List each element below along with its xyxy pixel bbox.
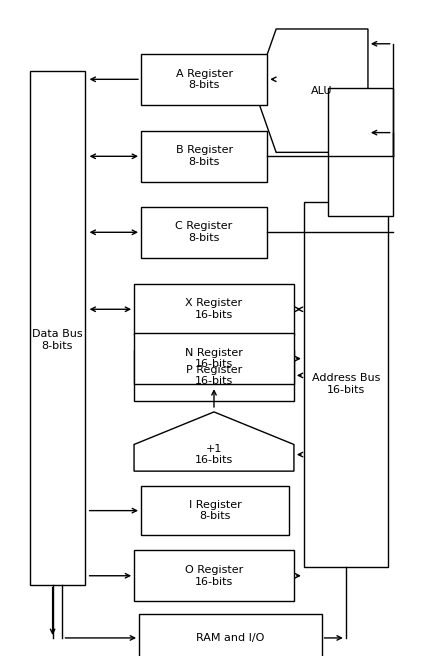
Text: O Register
16-bits: O Register 16-bits — [185, 565, 243, 587]
Text: P Register
16-bits: P Register 16-bits — [186, 364, 242, 386]
Bar — [304, 202, 388, 567]
Text: X Register
16-bits: X Register 16-bits — [185, 298, 242, 320]
Text: RAM and I/O: RAM and I/O — [196, 633, 265, 643]
Bar — [141, 486, 289, 535]
Bar — [134, 284, 294, 335]
Bar — [139, 614, 322, 660]
Text: A Register
8-bits: A Register 8-bits — [176, 69, 233, 90]
Bar — [134, 550, 294, 601]
Text: ALU: ALU — [311, 86, 333, 96]
Text: C Register
8-bits: C Register 8-bits — [176, 222, 233, 243]
Text: Address Bus
16-bits: Address Bus 16-bits — [312, 374, 380, 395]
Polygon shape — [254, 29, 368, 152]
Bar — [134, 350, 294, 401]
Text: Data Bus
8-bits: Data Bus 8-bits — [32, 329, 82, 350]
Text: B Register
8-bits: B Register 8-bits — [176, 145, 233, 167]
Text: N Register
16-bits: N Register 16-bits — [185, 348, 243, 370]
Bar — [30, 71, 85, 585]
Bar — [141, 207, 267, 258]
Text: +1
16-bits: +1 16-bits — [195, 444, 233, 465]
Bar — [328, 88, 393, 216]
Bar — [134, 333, 294, 384]
Polygon shape — [134, 412, 294, 471]
Text: I Register
8-bits: I Register 8-bits — [189, 500, 242, 521]
Bar — [141, 131, 267, 182]
Bar — [141, 53, 267, 105]
